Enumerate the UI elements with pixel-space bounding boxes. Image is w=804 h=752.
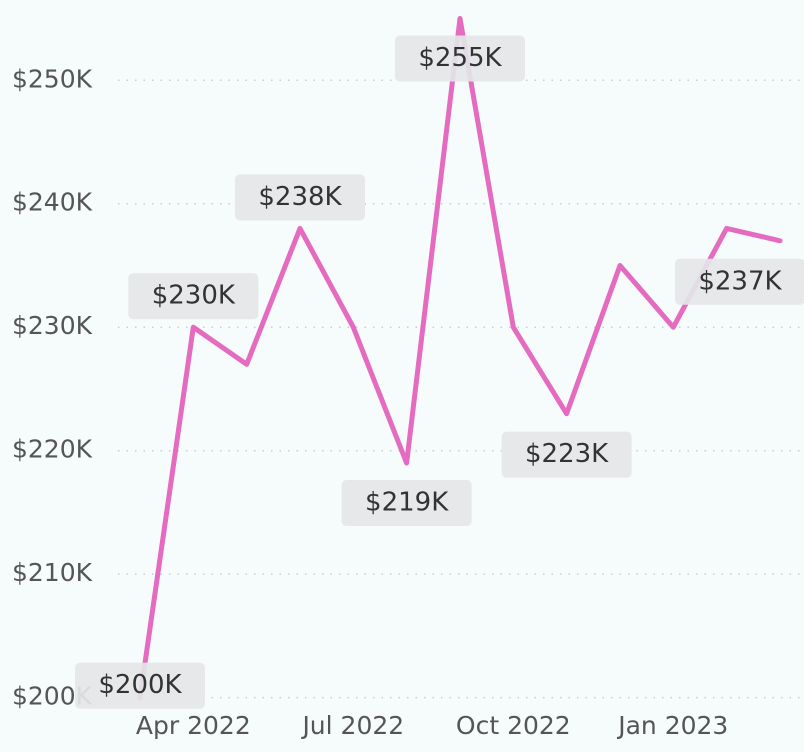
data-label-box: [501, 431, 632, 478]
y-tick-label: $230K: [12, 311, 93, 340]
data-label-text: $230K: [152, 281, 236, 311]
x-tick-label: Jul 2022: [300, 711, 404, 740]
data-label-text: $237K: [698, 266, 782, 296]
y-tick-label: $240K: [12, 188, 93, 217]
data-label-text: $219K: [365, 488, 449, 518]
data-label: $223K: [501, 431, 632, 478]
data-label-text: $255K: [418, 43, 502, 73]
data-label-box: [75, 662, 205, 709]
data-label: $237K: [674, 258, 804, 305]
data-label: $230K: [128, 273, 259, 320]
data-label-box: [341, 480, 472, 527]
x-tick-label: Jan 2023: [616, 711, 728, 740]
data-label-box: [128, 273, 259, 320]
y-tick-label: $220K: [12, 435, 93, 464]
data-label: $219K: [341, 480, 472, 527]
data-label-box: [674, 258, 804, 305]
data-label: $255K: [394, 35, 525, 82]
data-label-text: $223K: [525, 439, 609, 469]
y-tick-label: $210K: [12, 558, 93, 587]
y-tick-label: $250K: [12, 64, 93, 93]
x-tick-label: Oct 2022: [456, 711, 571, 740]
data-label-text: $200K: [98, 670, 182, 700]
data-label-text: $238K: [258, 182, 342, 212]
data-label: $238K: [234, 174, 365, 221]
x-tick-label: Apr 2022: [136, 711, 251, 740]
line-series: [137, 16, 783, 701]
data-label-box: [234, 174, 365, 221]
data-label-box: [394, 35, 525, 82]
data-label: $200K: [75, 662, 205, 709]
